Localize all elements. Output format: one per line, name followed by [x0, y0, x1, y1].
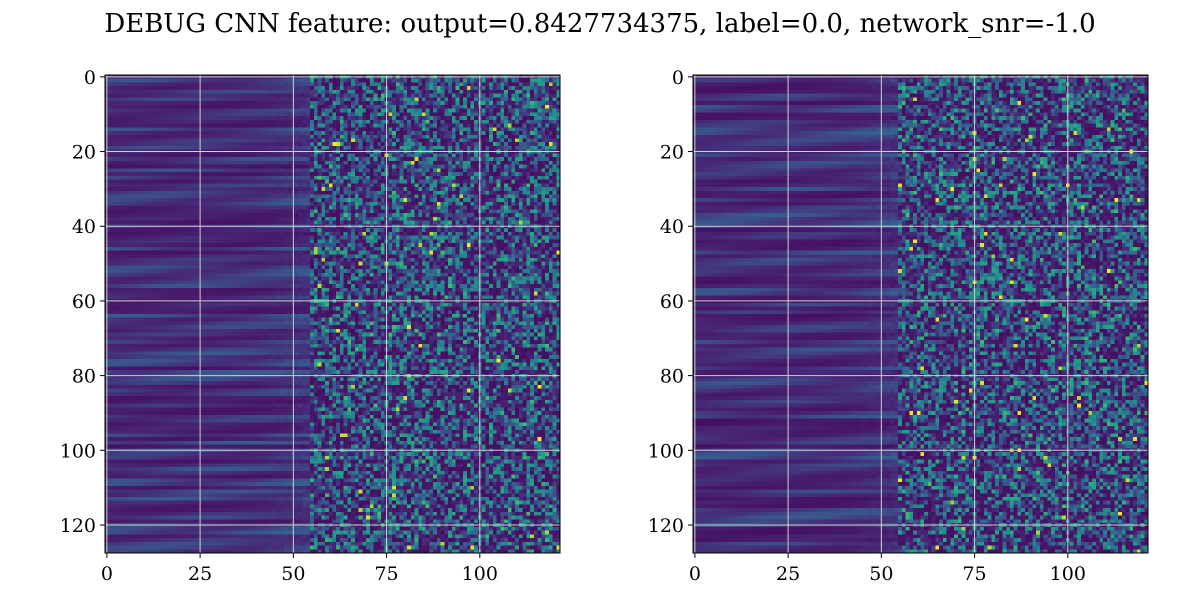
heatmap-panel-right: 0 25 50 75 100 0 20 40 60 80 100 120	[648, 67, 1149, 585]
y-tick-label: 40	[660, 216, 684, 238]
heatmap-image	[105, 75, 560, 553]
x-tick-label: 25	[776, 563, 800, 585]
y-tick-label: 20	[72, 142, 96, 164]
y-tick-label: 0	[672, 67, 684, 89]
y-tick-label: 100	[648, 440, 684, 462]
y-tick-label: 120	[60, 515, 96, 537]
heatmap-image	[693, 75, 1148, 553]
y-tick-label: 40	[72, 216, 96, 238]
y-tick-label: 120	[648, 515, 684, 537]
y-tick-label: 0	[84, 67, 96, 89]
y-tick-label: 100	[60, 440, 96, 462]
x-tick-label: 75	[374, 563, 398, 585]
figure-title: DEBUG CNN feature: output=0.8427734375, …	[104, 9, 1096, 39]
y-tick-label: 80	[72, 366, 96, 388]
x-tick-label: 25	[188, 563, 212, 585]
x-tick-label: 0	[689, 563, 701, 585]
y-tick-label: 60	[660, 291, 684, 313]
axes-frame	[104, 74, 561, 554]
x-tick-label: 100	[1050, 563, 1086, 585]
x-tick-label: 50	[869, 563, 893, 585]
x-tick-label: 75	[962, 563, 986, 585]
x-tick-label: 0	[101, 563, 113, 585]
x-tick-label: 100	[462, 563, 498, 585]
y-tick-label: 80	[660, 366, 684, 388]
y-tick-label: 60	[72, 291, 96, 313]
x-tick-label: 50	[281, 563, 305, 585]
heatmap-panel-left: 0 25 50 75 100 0 20 40 60 80 100 120	[60, 67, 561, 585]
axes-frame	[692, 74, 1149, 554]
y-tick-label: 20	[660, 142, 684, 164]
